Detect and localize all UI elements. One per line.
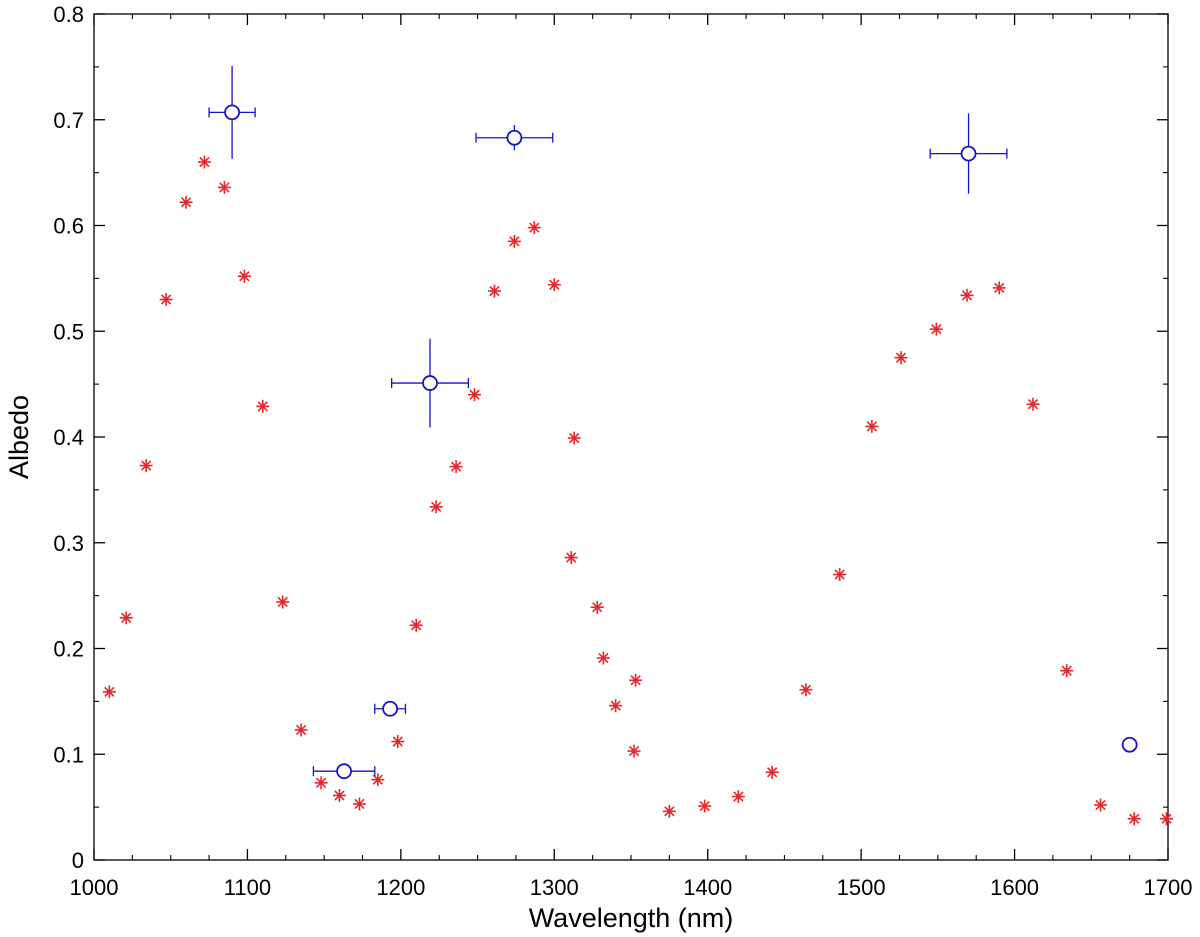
y-tick-label: 0.5 [53,319,84,344]
circle-marker [224,104,240,121]
observed-point [208,65,256,159]
model-point [1093,798,1107,812]
model-point [662,804,676,818]
model-point [865,419,879,433]
y-tick-label: 0.8 [53,2,84,27]
x-tick-label: 1400 [683,875,732,900]
model-point [629,673,643,687]
model-point [409,618,423,632]
model-point [352,797,366,811]
observed-point [475,125,554,151]
plot-frame [93,13,1169,861]
circle-marker [336,763,352,780]
model-point [468,388,482,402]
circle-marker [960,145,977,162]
model-point [833,567,847,581]
model-point [799,683,813,697]
observed-series [208,65,1138,780]
model-point [1159,812,1173,826]
x-tick-label: 1600 [990,875,1039,900]
model-point [139,459,153,473]
observed-point [374,700,407,717]
model-point [698,799,712,813]
model-point [276,595,290,609]
model-point [429,500,443,514]
x-tick-label: 1300 [530,875,579,900]
model-point [332,788,346,802]
x-axis-title: Wavelength (nm) [529,903,734,933]
axis-ticks [93,13,1169,861]
model-point [527,221,541,235]
model-point [159,293,173,307]
model-point [596,651,610,665]
y-tick-label: 0.4 [53,425,84,450]
model-point [567,431,581,445]
x-tick-label: 1500 [837,875,886,900]
model-point [237,269,251,283]
observed-point [391,338,470,428]
circle-marker [506,129,523,146]
model-point [294,723,308,737]
model-point [179,195,193,209]
y-tick-label: 0.3 [53,531,84,556]
y-tick-label: 0 [72,848,84,873]
model-point [256,399,270,413]
model-point [894,351,908,365]
model-point [217,180,231,194]
model-point [1026,397,1040,411]
model-point [547,278,561,292]
model-point [992,281,1006,295]
y-axis-title: Albedo [4,395,34,479]
model-point [1127,812,1141,826]
y-tick-label: 0.2 [53,637,84,662]
observed-point [312,763,376,780]
y-tick-labels: 0 0.1 0.2 0.3 0.4 0.5 0.6 0.7 0.8 [53,2,84,873]
y-tick-label: 0.7 [53,108,84,133]
model-point [564,551,578,565]
model-point [960,288,974,302]
circle-marker [1121,736,1138,753]
x-tick-label: 1000 [70,875,119,900]
x-tick-label: 1100 [224,875,271,900]
model-series [102,155,1173,826]
model-point [314,776,328,790]
model-point [391,735,405,749]
model-point [487,284,501,298]
x-tick-labels: 1000 1100 1200 1300 1400 1500 1600 1700 [70,875,1193,900]
model-point [590,600,604,614]
y-tick-label: 0.1 [53,742,84,767]
observed-point [1121,736,1138,753]
model-point [449,460,463,474]
model-point [119,611,133,625]
model-point [609,699,623,713]
x-tick-label: 1700 [1144,875,1193,900]
model-point [507,234,521,248]
model-point [371,773,385,787]
circle-marker [382,700,399,717]
model-point [102,685,116,699]
model-point [731,790,745,804]
observed-point [929,113,1008,194]
model-point [1060,664,1074,678]
circle-marker [422,375,438,391]
model-point [627,744,641,758]
model-point [929,322,943,336]
model-point [197,155,211,169]
model-point [765,765,779,779]
y-tick-label: 0.6 [53,214,84,239]
x-tick-label: 1200 [376,875,425,900]
